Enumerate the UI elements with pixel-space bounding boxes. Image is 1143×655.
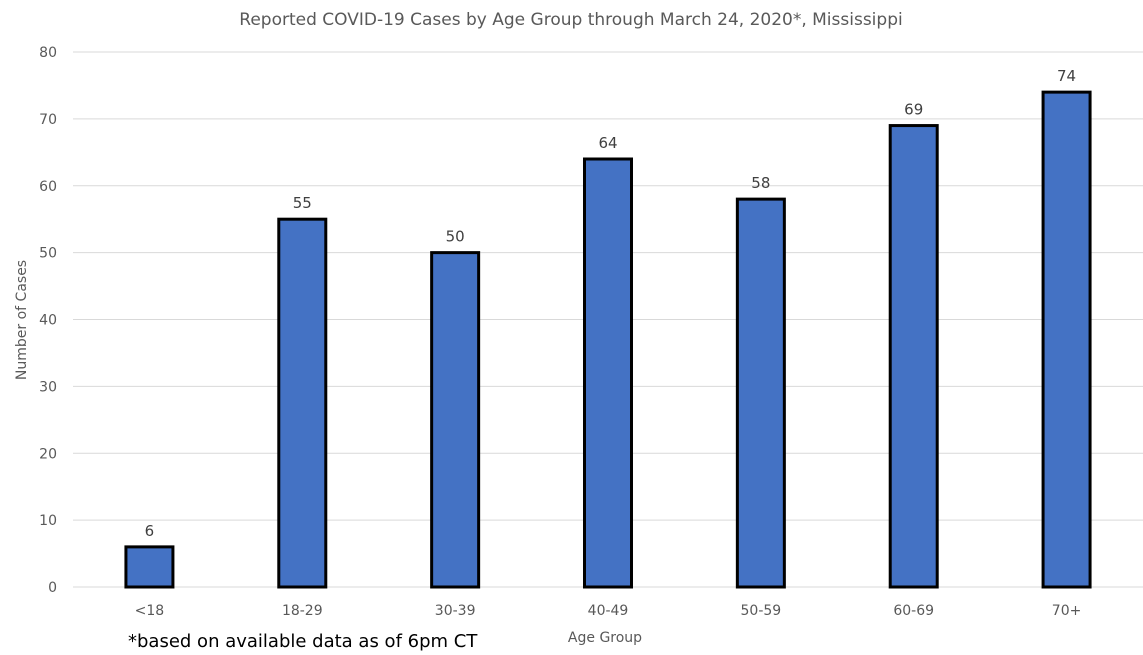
data-labels: 6 55 50 64 58 69 74 bbox=[145, 67, 1076, 540]
x-tick-label: 60-69 bbox=[893, 603, 934, 619]
chart-title: Reported COVID-19 Cases by Age Group thr… bbox=[239, 10, 902, 30]
y-axis-ticks: 0 10 20 30 40 50 60 70 80 bbox=[39, 45, 57, 596]
y-axis-label: Number of Cases bbox=[14, 260, 30, 380]
x-tick-label: 30-39 bbox=[435, 603, 476, 619]
bar bbox=[888, 124, 939, 589]
y-tick-label: 70 bbox=[39, 112, 57, 128]
x-tick-label: 40-49 bbox=[588, 603, 629, 619]
bars bbox=[124, 90, 1092, 589]
x-axis-ticks: <18 18-29 30-39 40-49 50-59 60-69 70+ bbox=[135, 603, 1082, 619]
bar-value-label: 6 bbox=[145, 522, 155, 540]
bar-value-label: 58 bbox=[751, 174, 770, 192]
bar-value-label: 69 bbox=[904, 101, 923, 119]
x-tick-label: 18-29 bbox=[282, 603, 323, 619]
y-tick-label: 30 bbox=[39, 379, 57, 395]
bar-value-label: 64 bbox=[598, 134, 617, 152]
y-tick-label: 40 bbox=[39, 313, 57, 329]
y-tick-label: 50 bbox=[39, 246, 57, 262]
footnote: *based on available data as of 6pm CT bbox=[128, 631, 478, 652]
y-tick-label: 60 bbox=[39, 179, 57, 195]
x-axis-label: Age Group bbox=[568, 630, 642, 646]
y-tick-label: 80 bbox=[39, 45, 57, 61]
x-tick-label: 70+ bbox=[1052, 603, 1082, 619]
bar bbox=[124, 545, 175, 589]
y-tick-label: 0 bbox=[48, 580, 57, 596]
bar-value-label: 55 bbox=[293, 194, 312, 212]
y-tick-label: 10 bbox=[39, 513, 57, 529]
x-tick-label: 50-59 bbox=[741, 603, 782, 619]
bar bbox=[583, 157, 633, 589]
y-tick-label: 20 bbox=[39, 446, 57, 462]
bar bbox=[277, 217, 328, 589]
bar-value-label: 50 bbox=[446, 228, 465, 246]
bar bbox=[735, 197, 786, 589]
bar bbox=[1041, 90, 1092, 589]
bar-value-label: 74 bbox=[1057, 67, 1076, 85]
bar bbox=[430, 251, 481, 589]
x-tick-label: <18 bbox=[135, 603, 165, 619]
